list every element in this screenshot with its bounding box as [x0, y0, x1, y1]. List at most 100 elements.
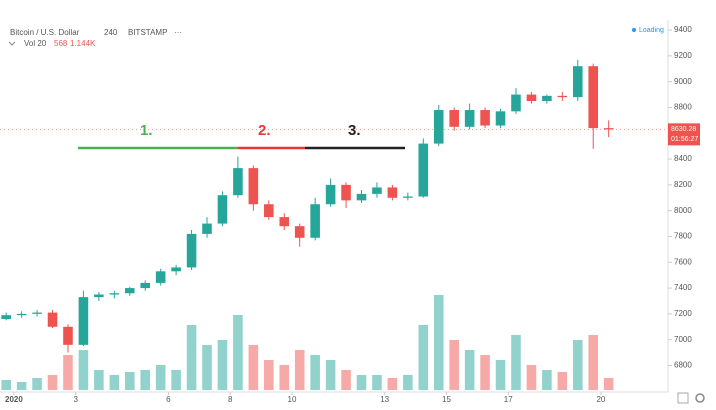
y-tick-label: 9200 — [674, 51, 692, 60]
volume-label: Vol 20 — [24, 39, 47, 48]
candle-body — [233, 168, 243, 196]
candle-body — [310, 204, 320, 238]
y-tick-label: 9400 — [674, 25, 692, 34]
y-tick-label: 7000 — [674, 335, 692, 344]
volume-bar — [403, 375, 413, 390]
y-tick-label: 8000 — [674, 206, 692, 215]
candle-body — [155, 271, 166, 283]
volume-bar — [63, 355, 73, 390]
more-dots[interactable]: ··· — [174, 28, 182, 37]
volume-bar — [217, 340, 228, 390]
volume-bar — [294, 350, 305, 390]
candle-body — [372, 187, 382, 194]
volume-bar — [526, 365, 537, 390]
volume-bar — [32, 378, 42, 390]
candle-body — [294, 226, 305, 238]
volume-bar — [480, 355, 490, 390]
volume-bar — [310, 355, 320, 390]
volume-bar — [109, 375, 120, 390]
volume-bar — [264, 360, 274, 390]
candle-body — [542, 95, 552, 102]
candle-body — [63, 326, 73, 345]
auto-scale-button[interactable] — [677, 392, 689, 404]
candle-body — [279, 217, 290, 227]
y-tick-label: 8200 — [674, 180, 692, 189]
candle-body — [171, 267, 181, 272]
y-tick-label: 7200 — [674, 309, 692, 318]
volume-bar — [588, 335, 599, 390]
volume-bar — [233, 315, 243, 390]
volume-bar — [511, 335, 521, 390]
candle-body — [16, 313, 27, 316]
x-tick-label: 15 — [442, 395, 451, 404]
candle-body — [603, 128, 614, 130]
y-tick-label: 9000 — [674, 77, 692, 86]
volume-bar — [78, 350, 89, 390]
candle-body — [341, 184, 351, 201]
volume-bar — [387, 378, 398, 390]
candle-body — [418, 143, 429, 197]
candle-body — [248, 168, 259, 205]
candle-body — [140, 282, 151, 289]
volume-bar — [557, 372, 568, 390]
volume-bar — [248, 345, 259, 390]
candle-body — [557, 95, 568, 98]
volume-bar — [464, 350, 475, 390]
annotation-label: 1. — [140, 122, 153, 139]
volume-bar — [1, 380, 11, 390]
candle-body — [511, 94, 521, 112]
y-tick-label: 6800 — [674, 361, 692, 370]
x-tick-label: 8 — [228, 395, 233, 404]
price-tag — [668, 123, 700, 146]
candle-body — [124, 288, 135, 294]
annotation-label: 2. — [258, 122, 271, 139]
candle-body — [32, 312, 42, 314]
candle-body — [186, 233, 197, 268]
x-tick-label: 10 — [288, 395, 297, 404]
candle-body — [356, 193, 367, 201]
volume-bar — [418, 325, 429, 390]
collapse-icon[interactable] — [8, 41, 16, 46]
price-tag-value: 8630.28 — [671, 126, 696, 133]
candle-body — [588, 66, 599, 129]
volume-bar — [433, 295, 444, 390]
y-tick-label: 7400 — [674, 283, 692, 292]
volume-bar — [572, 340, 583, 390]
volume-bar — [94, 370, 104, 390]
candle-body — [572, 66, 583, 98]
candle-body — [94, 294, 104, 298]
volume-bar — [16, 382, 27, 390]
candle-body — [202, 223, 212, 234]
volume-bar — [495, 360, 506, 390]
candle-body — [449, 110, 459, 127]
x-tick-label: 17 — [504, 395, 513, 404]
y-tick-label: 7800 — [674, 232, 692, 241]
symbol: Bitcoin / U.S. Dollar — [10, 28, 80, 37]
volume-ma: 568 — [54, 39, 68, 48]
annotation-label: 3. — [348, 122, 361, 139]
volume-bar — [356, 375, 367, 390]
y-tick-label: 8400 — [674, 154, 692, 163]
x-tick-label: 13 — [380, 395, 389, 404]
candle-body — [387, 187, 398, 198]
y-tick-label: 7600 — [674, 257, 692, 266]
candle-body — [109, 293, 120, 295]
y-tick-label: 8800 — [674, 103, 692, 112]
x-tick-label: 6 — [166, 395, 171, 404]
candle-body — [403, 196, 413, 198]
x-tick-label: 2020 — [5, 395, 23, 404]
volume-bar — [47, 375, 58, 390]
candle-body — [526, 94, 537, 102]
status: Loading — [639, 27, 664, 34]
volume-bar — [341, 370, 351, 390]
candle-body — [464, 110, 475, 127]
status-dot — [632, 28, 636, 32]
volume-bar — [372, 375, 382, 390]
interval: 240 — [104, 28, 118, 37]
settings-button[interactable] — [695, 393, 705, 403]
candle-body — [78, 297, 89, 345]
candle-body — [325, 184, 336, 205]
candle-body — [433, 110, 444, 144]
